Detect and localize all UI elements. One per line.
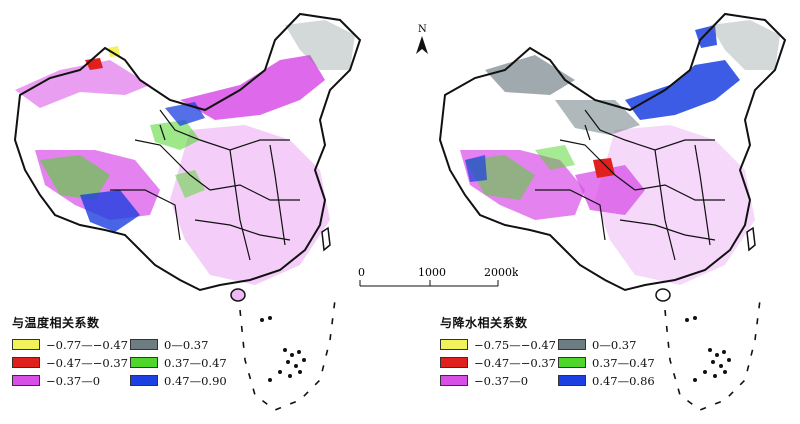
legend-swatch: [440, 339, 468, 350]
north-label: N: [418, 24, 427, 35]
legend-items: −0.75—−0.47 0—0.37 −0.47—−0.37 0.37—0.47 −0.…: [440, 337, 668, 388]
scale-tick-1000: 1000: [418, 266, 446, 279]
legend-swatch: [12, 375, 40, 386]
map-temperature-correlation: [0, 0, 390, 424]
legend-item: 0.47—0.86: [558, 373, 668, 388]
legend-precipitation: 与降水相关系数 −0.75—−0.47 0—0.37 −0.47—−0.37 0.37…: [440, 314, 668, 388]
legend-swatch: [12, 357, 40, 368]
legend-item: −0.47—−0.37: [440, 355, 558, 370]
legend-item: −0.37—0: [12, 373, 130, 388]
legend-label: −0.47—−0.37: [46, 355, 128, 370]
legend-swatch: [130, 357, 158, 368]
legend-item: −0.37—0: [440, 373, 558, 388]
legend-swatch: [130, 375, 158, 386]
scale-bar: 0 1000 2000km: [358, 266, 518, 287]
legend-item: −0.47—−0.37: [12, 355, 130, 370]
legend-item: 0.37—0.47: [130, 355, 240, 370]
map-precipitation-correlation: [425, 0, 800, 424]
legend-label: 0.37—0.47: [592, 355, 655, 370]
legend-swatch: [558, 339, 586, 350]
legend-label: −0.47—−0.37: [474, 355, 556, 370]
legend-title: 与温度相关系数: [12, 316, 100, 330]
legend-item: 0.37—0.47: [558, 355, 668, 370]
legend-label: −0.37—0: [46, 373, 101, 388]
legend-swatch: [558, 375, 586, 386]
legend-item: 0.47—0.90: [130, 373, 240, 388]
legend-label: 0.37—0.47: [164, 355, 227, 370]
legend-swatch: [440, 375, 468, 386]
legend-label: 0.47—0.90: [164, 373, 227, 388]
north-arrow-icon: N: [416, 24, 428, 54]
legend-swatch: [130, 339, 158, 350]
legend-swatch: [440, 357, 468, 368]
legend-item: 0—0.37: [558, 337, 668, 352]
legend-title: 与降水相关系数: [440, 316, 528, 330]
legend-label: 0—0.37: [164, 337, 209, 352]
south-china-sea-inset-left: [239, 300, 336, 411]
legend-swatch: [558, 357, 586, 368]
legend-items: −0.77—−0.47 0—0.37 −0.47—−0.37 0.37—0.47 −0.…: [12, 337, 240, 388]
legend-label: 0.47—0.86: [592, 373, 655, 388]
legend-label: −0.75—−0.47: [474, 337, 556, 352]
scale-tick-2000: 2000km: [484, 266, 518, 279]
legend-item: −0.77—−0.47: [12, 337, 130, 352]
legend-temperature: 与温度相关系数 −0.77—−0.47 0—0.37 −0.47—−0.37 0.37…: [12, 314, 240, 388]
legend-label: −0.77—−0.47: [46, 337, 128, 352]
legend-item: −0.75—−0.47: [440, 337, 558, 352]
legend-label: 0—0.37: [592, 337, 637, 352]
legend-item: 0—0.37: [130, 337, 240, 352]
scale-tick-0: 0: [358, 266, 365, 279]
legend-swatch: [12, 339, 40, 350]
legend-label: −0.37—0: [474, 373, 529, 388]
